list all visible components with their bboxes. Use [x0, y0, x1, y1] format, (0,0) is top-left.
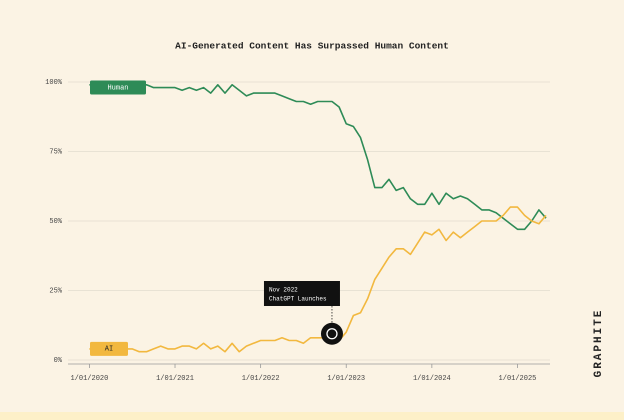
y-tick-label: 50%	[49, 218, 62, 226]
legend-item: AI	[90, 341, 128, 356]
brand: GRAPHITE	[593, 309, 605, 378]
annotation-text: Nov 2022	[269, 287, 298, 294]
chart-title: AI-Generated Content Has Surpassed Human…	[175, 41, 449, 52]
x-tick-label: 1/01/2025	[499, 375, 537, 383]
legend-label: Human	[107, 84, 128, 92]
legend-box	[90, 341, 128, 356]
y-tick-label: 100%	[45, 79, 63, 87]
series-line	[89, 84, 547, 231]
x-tick-label: 1/01/2022	[242, 375, 280, 383]
y-tick-label: 0%	[54, 357, 63, 365]
legend-box	[90, 80, 146, 95]
y-tick-label: 75%	[49, 148, 62, 156]
annotation-text: ChatGPT Launches	[269, 296, 327, 303]
annotation-icon	[320, 322, 343, 345]
series-line	[89, 206, 547, 353]
x-tick-label: 1/01/2023	[327, 375, 365, 383]
bottom-strip	[0, 412, 624, 420]
y-tick-label: 25%	[49, 287, 62, 295]
annotation-box	[263, 281, 340, 306]
annotation-icon-mark	[326, 328, 338, 340]
x-tick-label: 1/01/2021	[156, 375, 194, 383]
x-tick-label: 1/01/2020	[70, 375, 108, 383]
legend-label: AI	[105, 346, 113, 354]
legend-item: Human	[90, 80, 146, 95]
x-tick-label: 1/01/2024	[413, 375, 451, 383]
